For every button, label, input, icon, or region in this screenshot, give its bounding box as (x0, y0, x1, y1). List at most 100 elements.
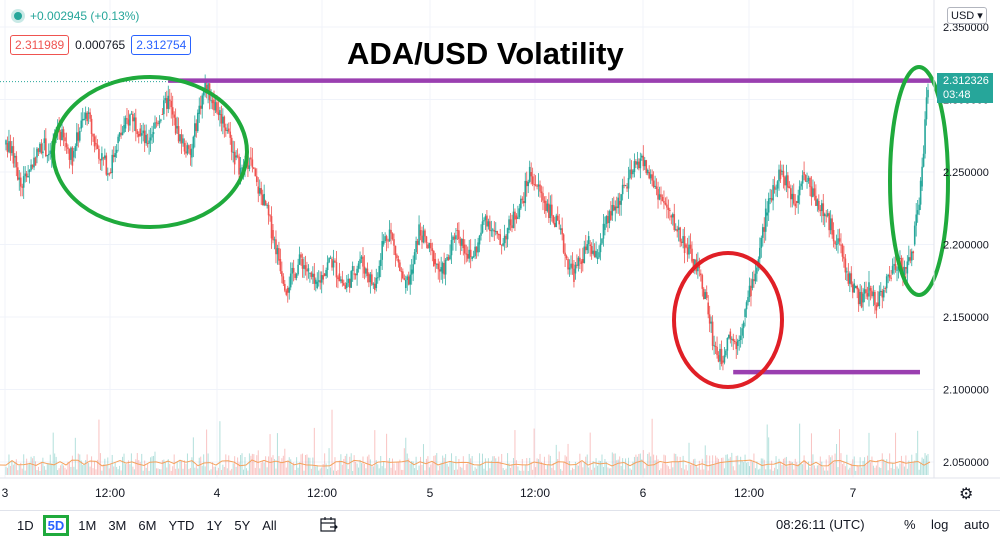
range-1y-button[interactable]: 1Y (206, 517, 223, 533)
candle-body (433, 251, 435, 267)
range-6m-button[interactable]: 6M (138, 517, 157, 533)
sell-price-button[interactable]: 2.311989 (10, 35, 70, 55)
candle-body (282, 276, 285, 284)
candle-body (869, 288, 872, 291)
volume-bar (520, 470, 522, 475)
candle-body (419, 230, 422, 236)
candle-body (792, 193, 795, 204)
calendar-goto-icon[interactable] (320, 517, 338, 536)
volume-bar (29, 462, 31, 475)
volume-bar (170, 470, 172, 475)
candle-body (522, 201, 525, 204)
candle-body (593, 250, 596, 258)
candle-body (882, 289, 885, 298)
volume-bar (570, 470, 572, 475)
volume-bar (453, 469, 455, 475)
candle-body (129, 114, 131, 126)
volume-bar (794, 458, 796, 475)
volume-bar (198, 457, 200, 475)
candle-body (133, 117, 136, 122)
range-5y-button[interactable]: 5Y (234, 517, 251, 533)
volume-bar (210, 469, 212, 475)
candle-body (820, 203, 823, 212)
volume-bar (262, 460, 264, 475)
volume-bar (234, 456, 236, 475)
log-scale-toggle[interactable]: log (931, 517, 949, 532)
volume-bar (682, 455, 684, 475)
candle-body (738, 340, 740, 342)
gear-icon[interactable]: ⚙ (959, 486, 974, 503)
volume-bar (24, 470, 26, 475)
volume-bar (850, 463, 852, 475)
volume-bar (878, 467, 880, 475)
candle-body (216, 102, 218, 113)
volume-bar (272, 455, 274, 475)
volume-bar (620, 465, 622, 475)
volume-bar (813, 465, 815, 475)
range-ytd-button[interactable]: YTD (168, 517, 195, 533)
volume-bar (189, 467, 191, 475)
candle-body (96, 144, 99, 150)
volume-bar (681, 468, 683, 475)
volume-bar (645, 463, 647, 475)
volume-bar (30, 456, 32, 475)
candle-body (502, 243, 504, 246)
candle-body (748, 285, 751, 298)
candle-body (579, 257, 581, 262)
volume-bar (855, 470, 857, 475)
candle-body (273, 239, 276, 241)
volume-bar (493, 456, 495, 475)
volume-bar (726, 454, 728, 475)
candle-body (570, 263, 572, 268)
candle-body (177, 126, 180, 142)
candle-body (610, 211, 612, 220)
volume-bar (914, 460, 916, 475)
volume-bar (623, 469, 625, 475)
candle-body (326, 262, 329, 271)
candle-body (565, 255, 568, 259)
candle-body (624, 185, 627, 187)
auto-scale-toggle[interactable]: auto (964, 517, 990, 532)
range-all-button[interactable]: All (262, 517, 277, 533)
volume-bar (148, 470, 150, 475)
range-1d-button[interactable]: 1D (17, 517, 34, 533)
volume-bar (927, 453, 929, 475)
range-5d-button[interactable]: 5D (42, 514, 70, 536)
utc-clock[interactable]: 08:26:11 (UTC) (776, 517, 865, 532)
candle-body (810, 186, 813, 197)
volume-bar (675, 453, 677, 475)
candle-body (196, 112, 199, 131)
candle-body (11, 146, 13, 154)
candle-body (204, 79, 206, 91)
candle-body (542, 193, 544, 201)
volume-bar (629, 468, 631, 475)
candle-body (421, 235, 423, 243)
candle-body (95, 143, 97, 145)
percent-scale-toggle[interactable]: % (904, 517, 916, 532)
candle-body (710, 321, 712, 324)
candle-body (807, 177, 810, 181)
candle-body (826, 213, 829, 216)
currency-select[interactable]: USD ▾ (947, 7, 987, 24)
volume-bar (104, 458, 106, 475)
candle-body (233, 151, 236, 165)
volume-bar (63, 465, 65, 475)
range-1m-button[interactable]: 1M (78, 517, 97, 533)
volume-bar (443, 457, 445, 475)
candle-body (407, 276, 410, 285)
buy-price-button[interactable]: 2.312754 (131, 35, 192, 55)
candle-body (406, 276, 409, 280)
candle-body (176, 126, 178, 129)
candle-body (846, 271, 848, 273)
candle-body (220, 114, 223, 124)
candle-body (657, 189, 659, 200)
volume-bar (160, 469, 162, 475)
volume-bar (846, 454, 848, 475)
volume-bar (216, 470, 218, 475)
candle-body (697, 262, 699, 272)
range-3m-button[interactable]: 3M (108, 517, 127, 533)
volume-bar (766, 424, 768, 475)
volume-bar (61, 463, 63, 475)
volume-bar (871, 456, 873, 475)
